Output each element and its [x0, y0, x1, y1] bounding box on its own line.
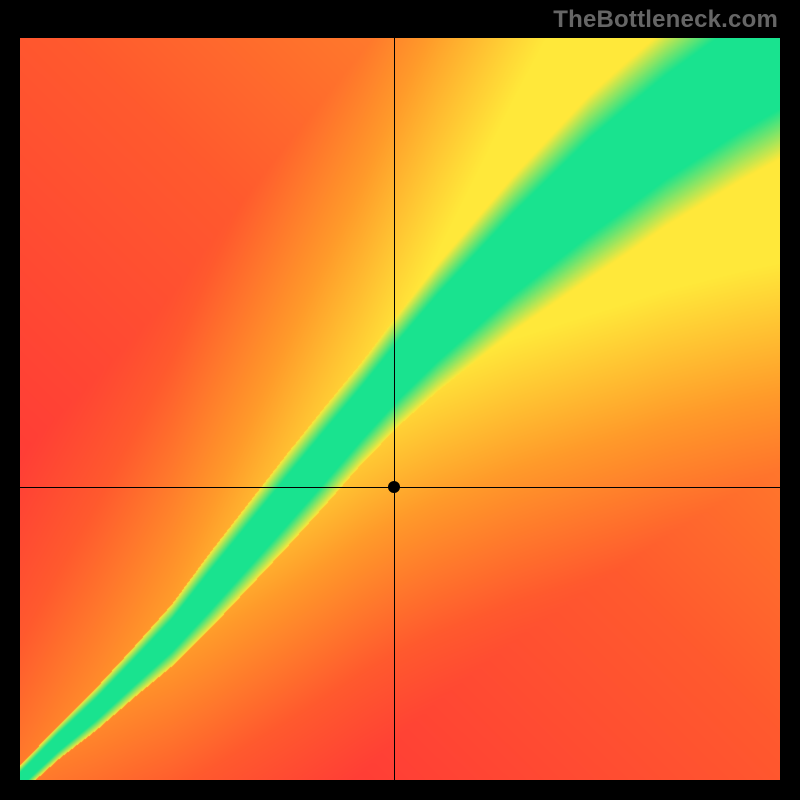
chart-container: TheBottleneck.com [0, 0, 800, 800]
watermark-text: TheBottleneck.com [553, 6, 778, 34]
crosshair-marker [388, 481, 400, 493]
heatmap-plot [20, 38, 780, 780]
heatmap-canvas [20, 38, 780, 780]
crosshair-horizontal [20, 487, 780, 488]
crosshair-vertical [394, 38, 395, 780]
